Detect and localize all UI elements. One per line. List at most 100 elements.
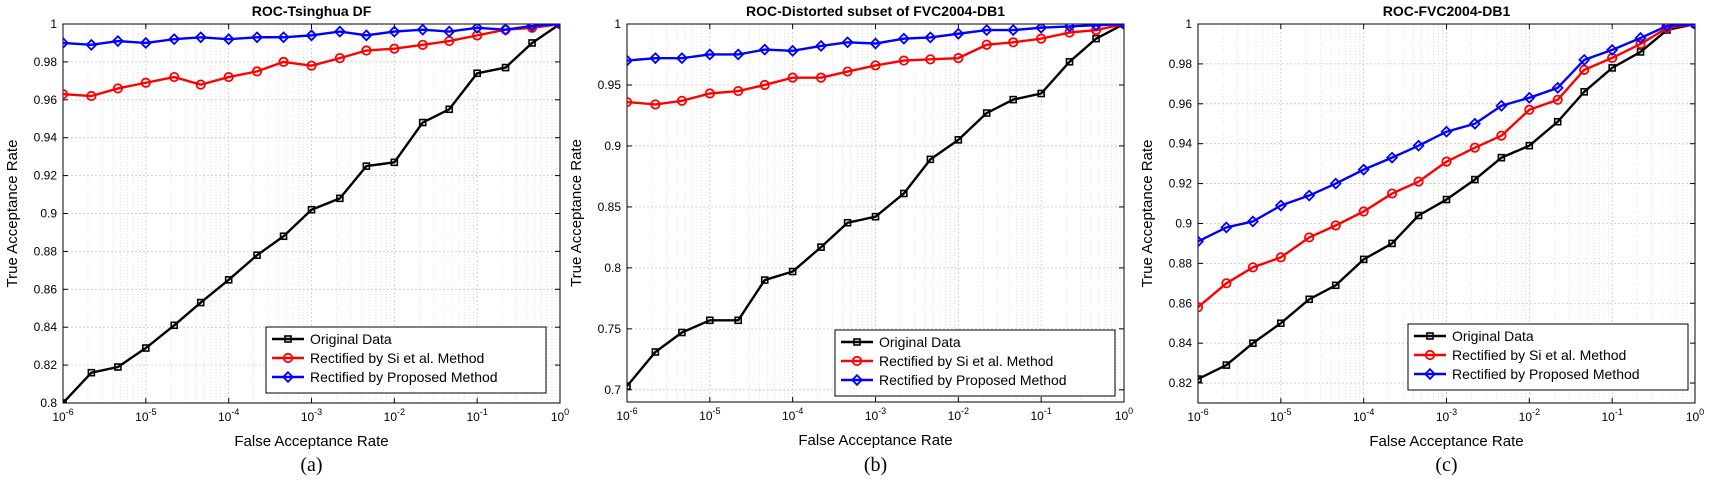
data-point <box>360 29 373 42</box>
x-tick-label: 10-6 <box>1187 407 1208 424</box>
series-0 <box>627 24 1124 390</box>
data-point <box>843 218 852 227</box>
data-point <box>1469 142 1480 153</box>
legend-label: Original Data <box>1452 328 1534 344</box>
data-point <box>1329 177 1342 190</box>
data-point <box>277 31 290 44</box>
series-line <box>627 24 1124 387</box>
data-point <box>786 44 799 57</box>
data-point <box>1495 99 1508 112</box>
data-point <box>1247 262 1258 273</box>
data-point <box>733 85 744 97</box>
x-tick-label: 10-4 <box>782 406 803 423</box>
data-point <box>1553 117 1562 126</box>
data-point <box>1198 302 1204 313</box>
y-tick-label: 0.7 <box>604 383 621 397</box>
data-point <box>1412 139 1425 152</box>
data-point <box>445 105 454 114</box>
legend: Original Data Rectified by Si et al. Meth… <box>265 326 547 394</box>
panel-caption: (b) <box>864 454 887 476</box>
legend-label: Original Data <box>310 331 392 347</box>
x-tick-label: 10-2 <box>948 406 969 423</box>
series-line <box>627 24 1124 62</box>
data-point <box>841 36 854 49</box>
data-point <box>525 24 539 32</box>
series-2 <box>63 24 560 51</box>
y-tick-label: 0.96 <box>34 93 58 107</box>
data-point <box>842 66 853 77</box>
data-point <box>1275 252 1286 263</box>
data-point <box>1198 375 1202 383</box>
data-point <box>1552 94 1563 105</box>
data-point <box>1037 89 1045 98</box>
data-point <box>1606 43 1619 57</box>
data-point <box>627 96 633 108</box>
data-point <box>1064 27 1075 38</box>
data-point <box>139 36 152 50</box>
data-point <box>982 109 991 117</box>
data-point <box>1221 278 1232 289</box>
x-axis-label: False Acceptance Rate <box>1369 433 1523 450</box>
x-tick-label: 10-1 <box>466 407 487 424</box>
legend-box <box>265 326 547 394</box>
data-point <box>871 212 880 221</box>
data-point <box>817 243 825 251</box>
data-point <box>473 69 481 78</box>
chart-panel-b: 10-6 10-5 10-4 10-3 10-2 10-1 100 0.7 0.75 0.8 0.8… <box>568 3 1133 476</box>
data-point <box>1441 156 1452 167</box>
series-line <box>1198 24 1695 381</box>
data-point <box>675 52 688 65</box>
data-point <box>1246 215 1259 228</box>
x-tick-label: 10-3 <box>301 407 322 424</box>
x-tick-label: 10-5 <box>699 406 720 423</box>
data-point <box>1440 125 1453 138</box>
series-1 <box>627 24 1124 110</box>
x-tick-label: 10-5 <box>1270 407 1291 424</box>
data-point <box>900 189 908 198</box>
data-point <box>63 89 69 100</box>
data-point <box>279 232 288 241</box>
y-tick-label: 1 <box>614 17 621 31</box>
x-axis-label: False Acceptance Rate <box>234 433 388 450</box>
series-line <box>1198 24 1695 243</box>
legend-label: Rectified by Si et al. Method <box>1452 347 1626 363</box>
data-point <box>1388 239 1396 248</box>
legend-marker <box>851 355 863 367</box>
data-point <box>306 60 317 71</box>
data-point <box>194 31 207 44</box>
data-point <box>1035 24 1048 34</box>
data-point <box>1036 33 1047 44</box>
data-point <box>196 298 205 307</box>
data-point <box>362 162 371 170</box>
data-point <box>1471 175 1479 184</box>
series-0 <box>1198 24 1695 383</box>
y-tick-label: 0.98 <box>34 55 58 69</box>
data-point <box>953 53 964 64</box>
data-point <box>1249 339 1257 347</box>
data-point <box>499 24 512 36</box>
panel-caption: (a) <box>300 454 322 476</box>
x-tick-label: 10-5 <box>135 407 156 424</box>
data-point <box>307 205 316 214</box>
data-point <box>250 31 264 44</box>
data-point <box>925 54 936 65</box>
series-line <box>63 24 560 98</box>
data-point <box>952 27 965 40</box>
data-point <box>1608 64 1616 72</box>
y-tick-label: 0.86 <box>34 282 58 296</box>
series-line <box>63 24 560 47</box>
data-point <box>388 25 401 38</box>
data-point <box>870 60 881 71</box>
data-point <box>926 155 935 164</box>
y-tick-label: 0.84 <box>1169 336 1193 350</box>
data-point <box>418 118 427 127</box>
data-point <box>1357 163 1370 176</box>
data-point <box>627 382 631 390</box>
chart-title: ROC-Tsinghua DF <box>252 3 372 19</box>
data-point <box>924 31 937 44</box>
data-point <box>1303 189 1316 202</box>
data-point <box>649 52 662 65</box>
y-tick-label: 0.96 <box>1169 97 1193 111</box>
data-point <box>278 56 289 68</box>
